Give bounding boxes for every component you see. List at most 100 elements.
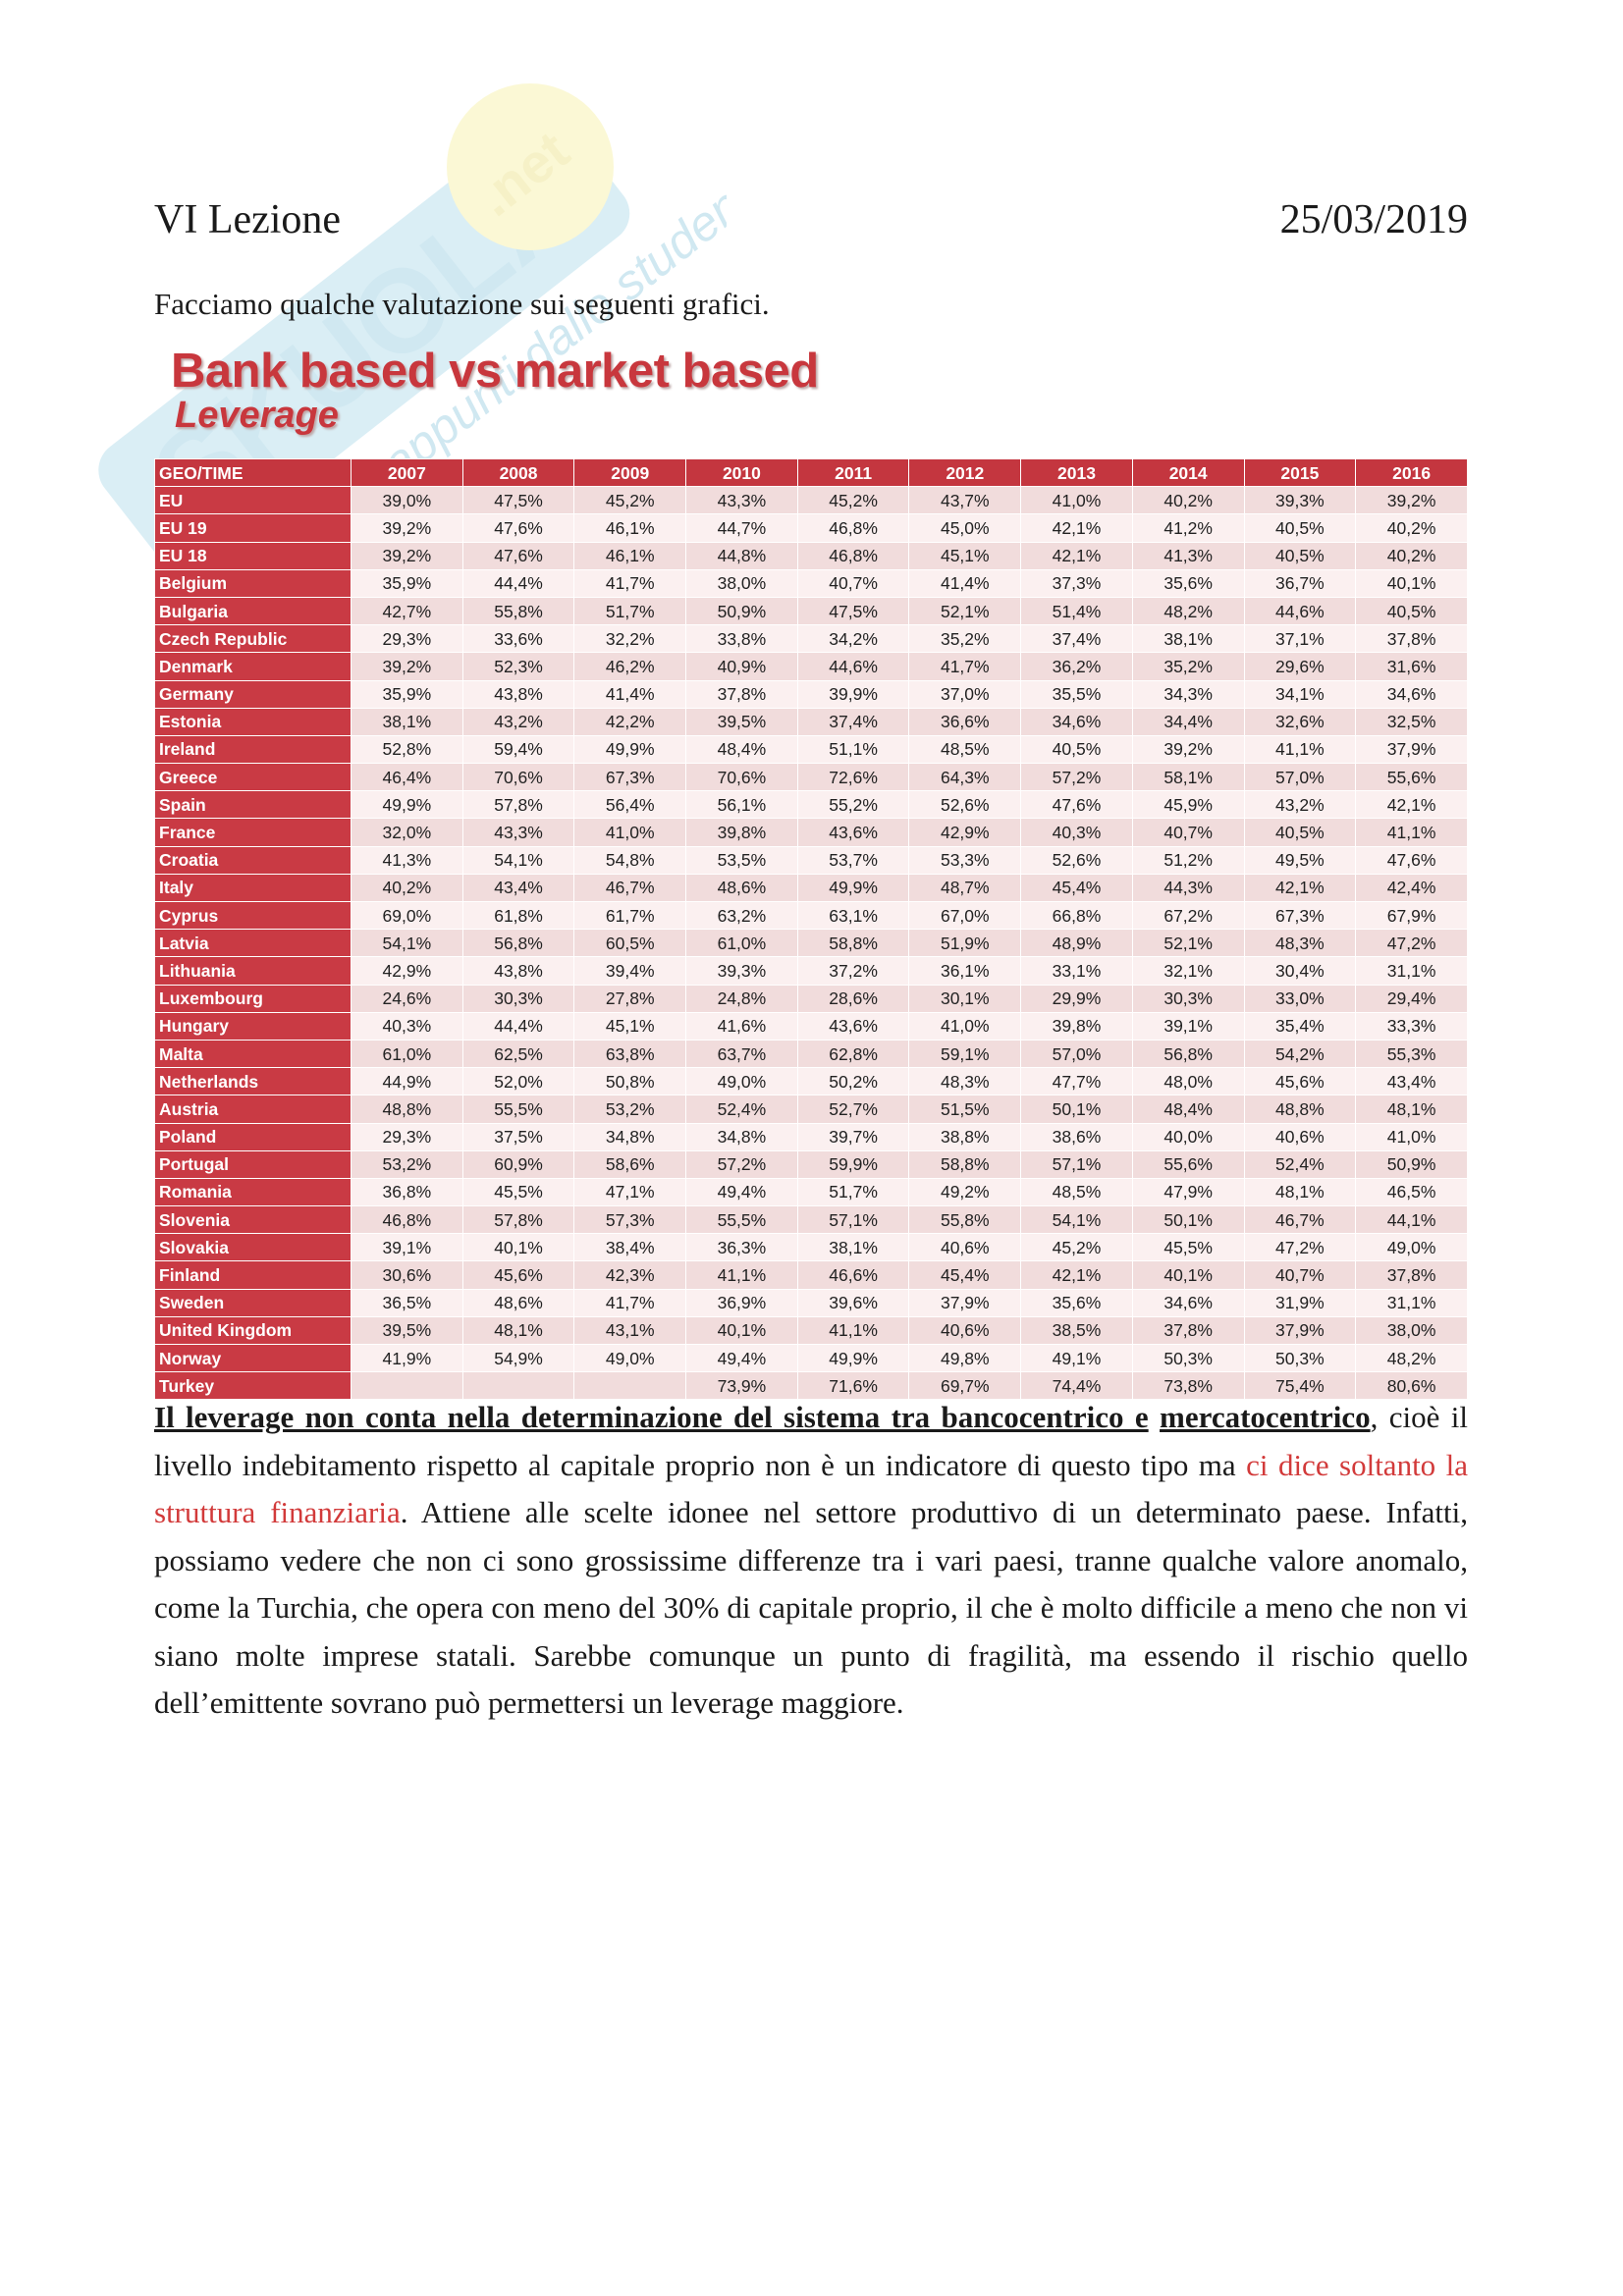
table-cell: 31,1%	[1355, 1288, 1468, 1317]
table-cell: 49,0%	[685, 1067, 798, 1096]
table-cell: 29,3%	[351, 624, 463, 654]
table-cell: 33,1%	[1020, 956, 1133, 986]
table-cell: 53,7%	[796, 845, 910, 875]
table-cell: 49,4%	[685, 1177, 798, 1207]
table-cell: 49,9%	[351, 790, 463, 820]
row-country-label: Slovakia	[154, 1233, 352, 1262]
table-cell: 43,1%	[573, 1315, 687, 1346]
table-cell: 52,0%	[461, 1067, 575, 1096]
table-cell: 42,9%	[351, 956, 463, 986]
table-cell: 43,6%	[796, 1011, 910, 1041]
table-cell: 48,6%	[685, 873, 798, 903]
table-cell: 38,8%	[908, 1122, 1022, 1151]
table-cell: 41,0%	[1020, 486, 1133, 515]
table-cell: 37,4%	[1020, 624, 1133, 654]
table-row: Sweden 36,5% 48,6% 41,7% 36,9% 39,6% 37,9% 35,6…	[154, 1288, 1468, 1317]
table-cell: 48,1%	[1243, 1177, 1357, 1207]
row-country-label: Norway	[154, 1343, 352, 1373]
header-year: 2016	[1355, 457, 1468, 488]
table-row: Spain 49,9% 57,8% 56,4% 56,1% 55,2% 52,6% 47,6%…	[154, 790, 1468, 820]
table-row: Portugal 53,2% 60,9% 58,6% 57,2% 59,9% 58,8% 57…	[154, 1149, 1468, 1179]
table-cell: 44,6%	[796, 652, 910, 681]
intro-paragraph: Facciamo qualche valutazione sui seguent…	[154, 287, 770, 321]
header-year: 2013	[1020, 457, 1133, 488]
row-country-label: Poland	[154, 1122, 352, 1151]
table-cell: 30,4%	[1243, 956, 1357, 986]
table-row: Slovakia 39,1% 40,1% 38,4% 36,3% 38,1% 40,6% 45…	[154, 1233, 1468, 1262]
table-cell: 48,2%	[1131, 596, 1245, 626]
table-cell: 48,0%	[1131, 1067, 1245, 1096]
table-cell: 49,8%	[908, 1343, 1022, 1373]
table-cell: 53,2%	[351, 1149, 463, 1179]
table-cell: 39,8%	[685, 818, 798, 847]
table-cell: 51,7%	[796, 1177, 910, 1207]
table-cell: 63,8%	[573, 1039, 687, 1069]
table-cell: 48,4%	[685, 734, 798, 765]
table-cell: 29,9%	[1020, 984, 1133, 1013]
table-cell: 50,3%	[1243, 1343, 1357, 1373]
table-cell: 45,2%	[573, 486, 687, 515]
table-cell: 48,3%	[908, 1067, 1022, 1096]
table-cell: 71,6%	[796, 1371, 910, 1401]
table-cell: 40,0%	[1131, 1122, 1245, 1151]
table-row: Turkey 73,9% 71,6% 69,7% 74,4% 73,8% 75,4% 80,6…	[154, 1371, 1468, 1401]
table-row: France 32,0% 43,3% 41,0% 39,8% 43,6% 42,9% 40,3…	[154, 818, 1468, 847]
table-cell: 61,0%	[685, 929, 798, 958]
table-cell: 41,3%	[1131, 541, 1245, 570]
table-row: Latvia 54,1% 56,8% 60,5% 61,0% 58,8% 51,9% 48,9…	[154, 929, 1468, 958]
row-country-label: Lithuania	[154, 956, 352, 986]
table-cell: 52,6%	[908, 790, 1022, 820]
table-cell: 45,4%	[908, 1260, 1022, 1290]
table-cell: 38,0%	[685, 568, 798, 598]
table-cell: 48,1%	[1355, 1095, 1468, 1124]
table-cell: 57,0%	[1020, 1039, 1133, 1069]
row-country-label: EU 19	[154, 513, 352, 543]
table-row: Ireland 52,8% 59,4% 49,9% 48,4% 51,1% 48,5% 40,…	[154, 734, 1468, 765]
table-cell: 43,2%	[461, 707, 575, 736]
table-cell: 31,1%	[1355, 956, 1468, 986]
table-cell: 40,6%	[908, 1315, 1022, 1346]
table-cell: 52,8%	[351, 734, 463, 765]
table-cell: 46,8%	[796, 513, 910, 543]
table-cell: 39,2%	[351, 541, 463, 570]
table-cell: 36,5%	[351, 1288, 463, 1317]
table-cell: 44,9%	[351, 1067, 463, 1096]
table-cell: 50,1%	[1131, 1205, 1245, 1235]
table-cell: 58,8%	[908, 1149, 1022, 1179]
table-cell: 50,2%	[796, 1067, 910, 1096]
table-body: EU 39,0% 47,5% 45,2% 43,3% 45,2% 43,7% 41,0% 40,…	[154, 486, 1468, 1401]
table-cell: 40,7%	[1131, 818, 1245, 847]
table-cell: 54,8%	[573, 845, 687, 875]
table-cell: 39,9%	[796, 679, 910, 709]
table-cell: 41,1%	[1355, 818, 1468, 847]
table-cell: 44,4%	[461, 568, 575, 598]
table-cell: 55,5%	[461, 1095, 575, 1124]
table-cell: 45,4%	[1020, 873, 1133, 903]
table-cell: 41,1%	[685, 1260, 798, 1290]
table-cell: 29,4%	[1355, 984, 1468, 1013]
body-text-1: , cioè il livello indebitamento rispetto…	[154, 1400, 1469, 1482]
table-cell: 50,1%	[1020, 1095, 1133, 1124]
table-cell: 30,3%	[461, 984, 575, 1013]
table-cell: 56,4%	[573, 790, 687, 820]
table-cell: 48,8%	[351, 1095, 463, 1124]
table-cell: 56,1%	[685, 790, 798, 820]
table-cell: 38,1%	[1131, 624, 1245, 654]
table-cell: 47,2%	[1243, 1233, 1357, 1262]
page-header: VI Lezione 25/03/2019	[154, 196, 1468, 255]
table-cell: 38,1%	[796, 1233, 910, 1262]
table-cell: 34,3%	[1131, 679, 1245, 709]
table-cell: 39,4%	[573, 956, 687, 986]
table-cell: 45,9%	[1131, 790, 1245, 820]
header-year: 2011	[796, 457, 910, 488]
table-cell: 40,1%	[461, 1233, 575, 1262]
table-cell: 54,1%	[351, 929, 463, 958]
table-row: EU 39,0% 47,5% 45,2% 43,3% 45,2% 43,7% 41,0% 40,…	[154, 486, 1468, 515]
table-cell: 32,1%	[1131, 956, 1245, 986]
table-cell: 40,2%	[351, 873, 463, 903]
row-country-label: Sweden	[154, 1288, 352, 1317]
table-cell: 48,6%	[461, 1288, 575, 1317]
table-cell: 52,4%	[1243, 1149, 1357, 1179]
table-cell: 41,9%	[351, 1343, 463, 1373]
table-cell: 47,7%	[1020, 1067, 1133, 1096]
